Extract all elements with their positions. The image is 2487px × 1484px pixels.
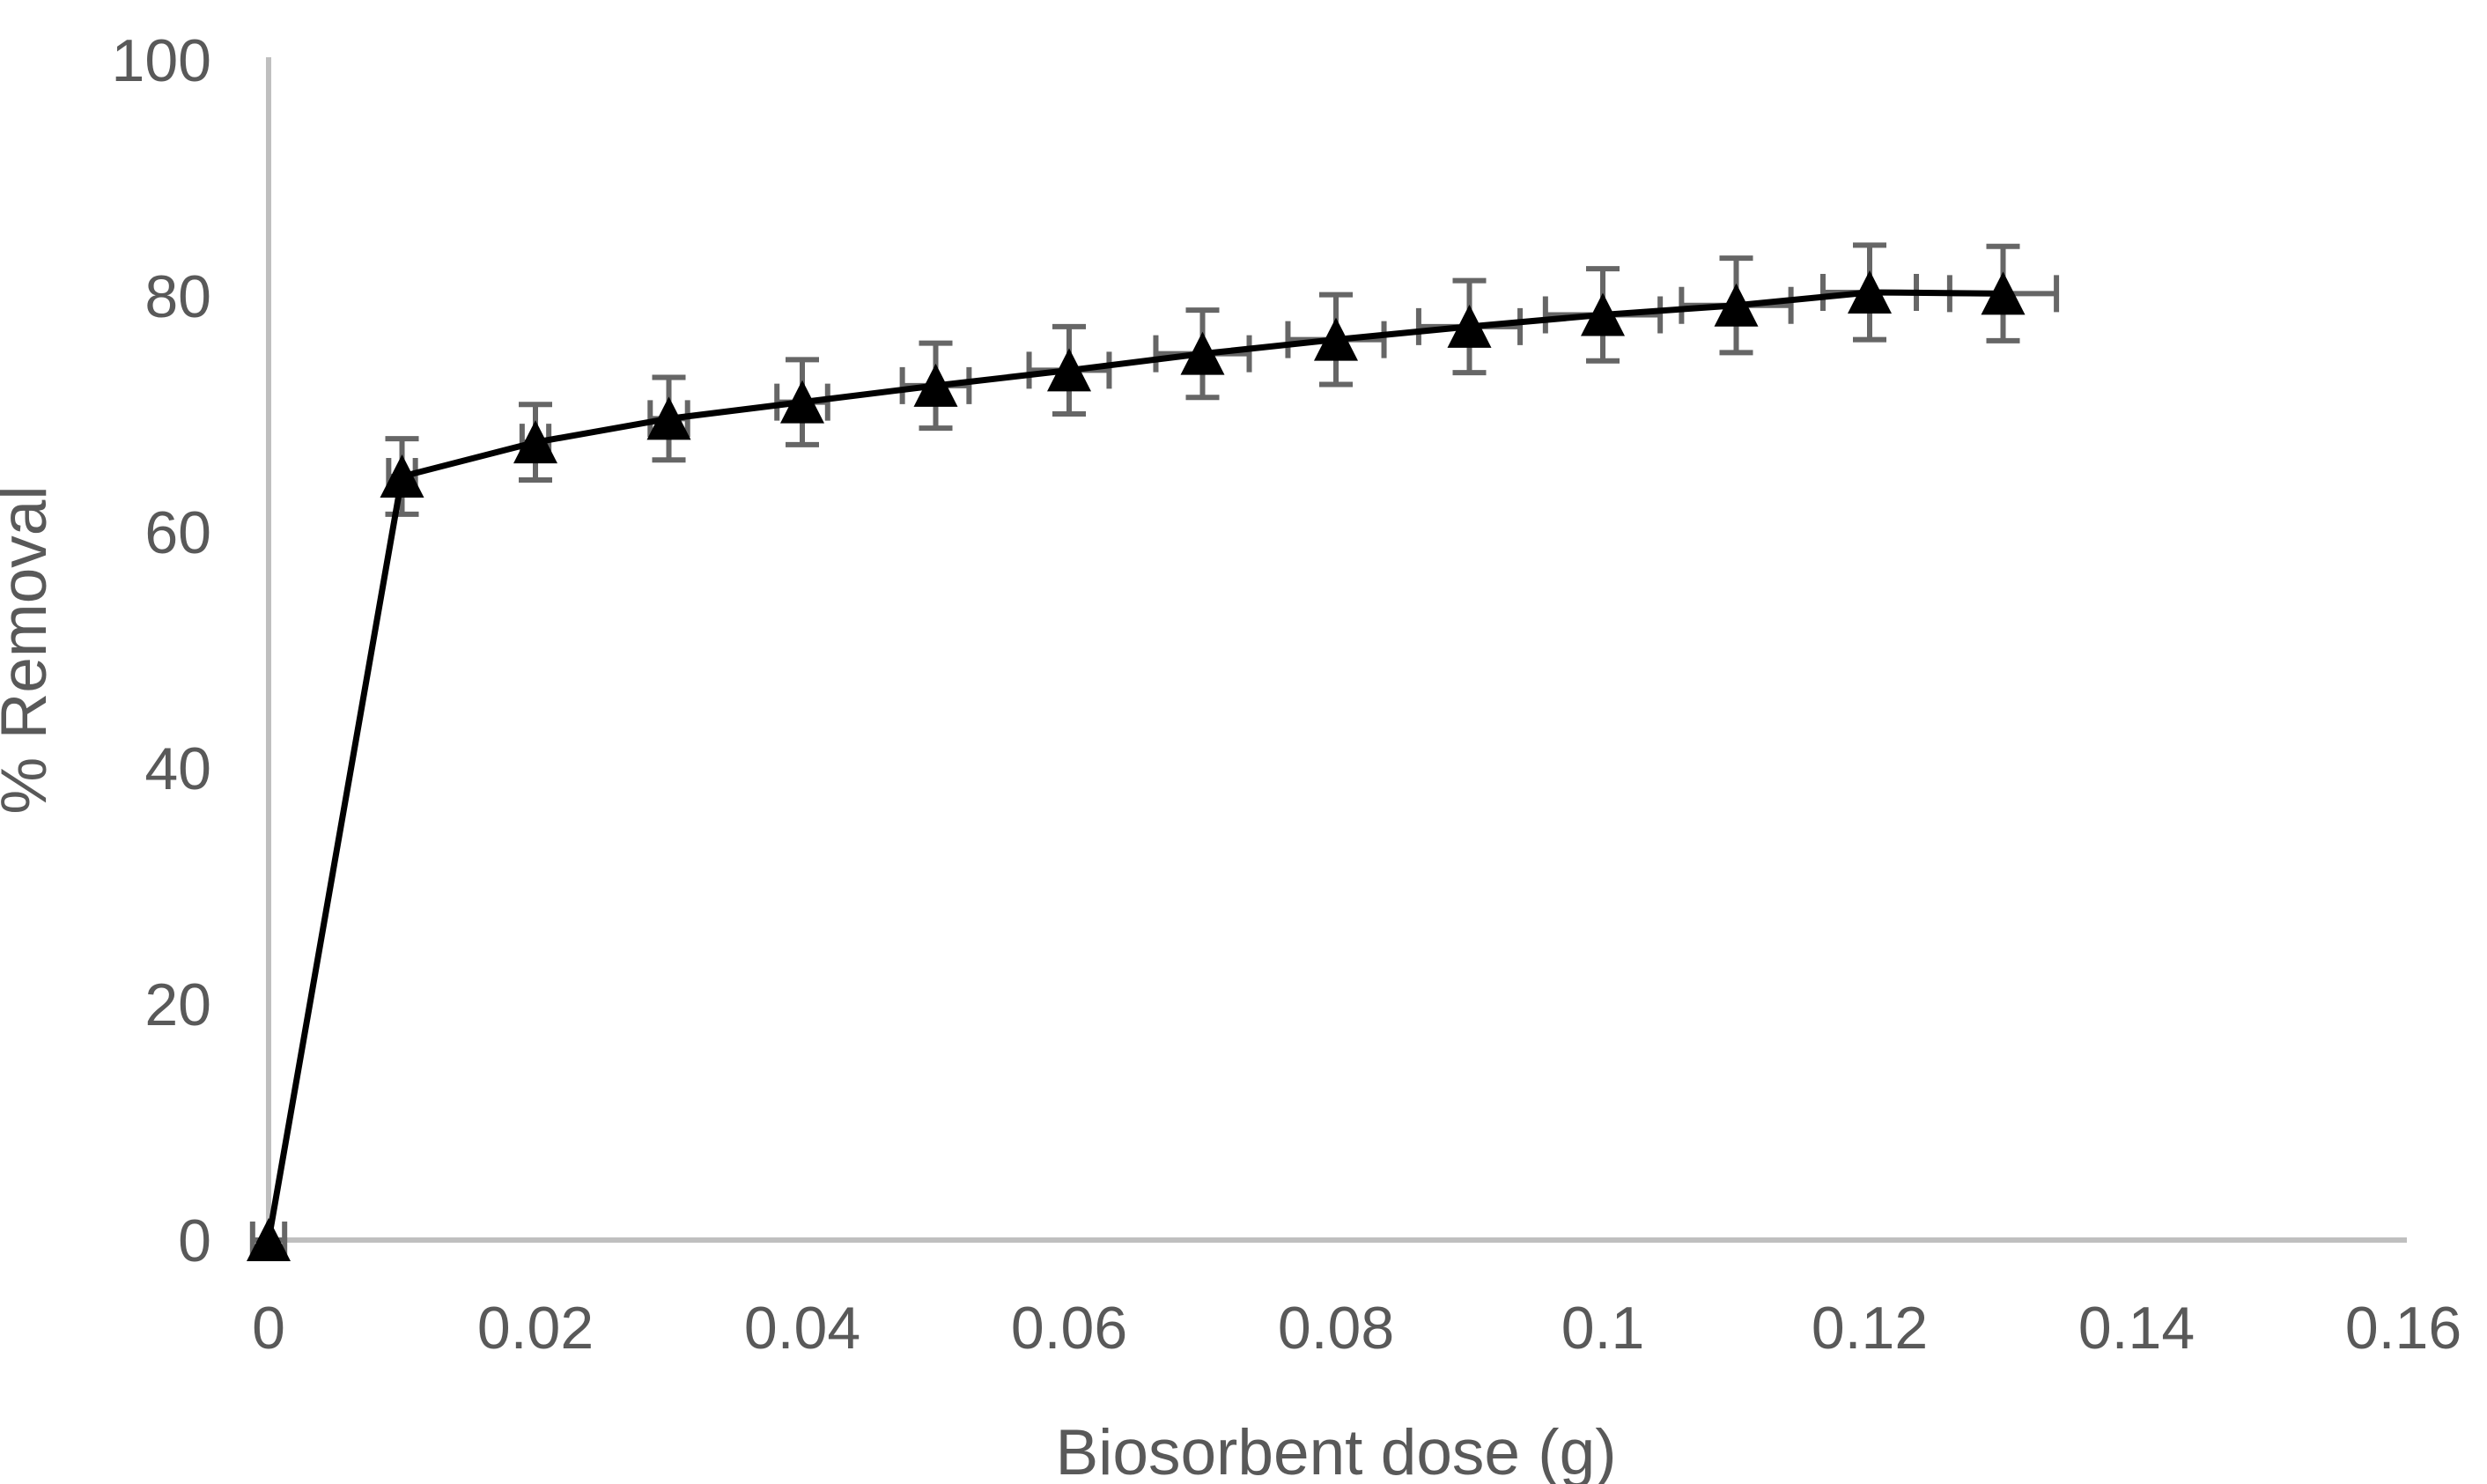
y-axis-title: % Removal: [0, 485, 60, 814]
data-point-marker: [247, 1218, 291, 1261]
data-point-marker: [1047, 348, 1091, 392]
x-tick-label: 0.12: [1812, 1295, 1928, 1362]
y-tick-label: 60: [144, 499, 211, 566]
x-tick-label: 0.14: [2078, 1295, 2195, 1362]
data-point-marker: [1848, 269, 1892, 314]
y-tick-label: 40: [144, 735, 211, 802]
data-point-marker: [1581, 292, 1625, 336]
x-tick-label: 0.1: [1561, 1295, 1645, 1362]
x-tick-label: 0.02: [477, 1295, 594, 1362]
y-tick-label: 20: [144, 971, 211, 1038]
series-line: [265, 289, 2004, 1241]
data-point-marker: [780, 380, 824, 424]
x-axis-title: Biosorbent dose (g): [1055, 1417, 1616, 1484]
y-tick-label: 100: [112, 27, 211, 94]
x-tick-label: 0.04: [744, 1295, 860, 1362]
x-tick-label: 0: [252, 1295, 285, 1362]
data-point-marker: [1180, 331, 1225, 375]
y-tick-label: 0: [178, 1207, 211, 1274]
x-tick-label: 0.06: [1011, 1295, 1127, 1362]
data-point-marker: [1714, 283, 1759, 327]
data-point-marker: [380, 454, 424, 498]
x-tick-label: 0.08: [1278, 1295, 1394, 1362]
data-point-marker: [913, 363, 958, 407]
x-tick-label: 0.16: [2345, 1295, 2461, 1362]
plot-area: 0 0.02 0.04 0.06 0.08 0.1 0.12 0.14 0.16 0 20 40 60 8…: [112, 27, 2462, 1362]
data-point-marker: [1981, 271, 2026, 315]
data-point-marker: [513, 420, 557, 464]
y-tick-label: 80: [144, 263, 211, 330]
data-point-marker: [646, 396, 691, 440]
data-point-marker: [1314, 317, 1358, 361]
data-point-marker: [1447, 304, 1492, 348]
